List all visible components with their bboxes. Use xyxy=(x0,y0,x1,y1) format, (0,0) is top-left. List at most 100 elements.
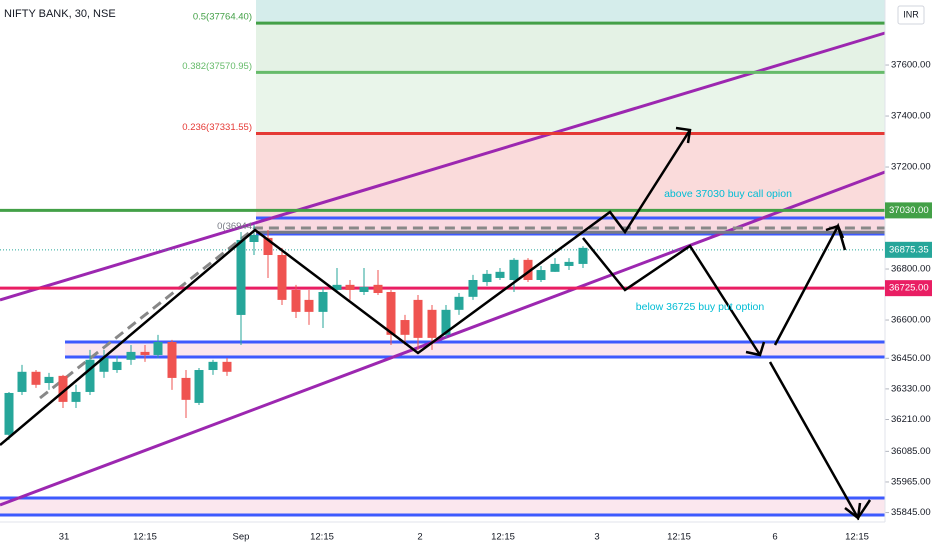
price-tag xyxy=(885,280,932,297)
candle-body xyxy=(413,299,423,338)
candle-body xyxy=(304,299,314,312)
x-tick-label: 12:15 xyxy=(667,532,691,543)
candle-body xyxy=(85,359,95,392)
price-tag xyxy=(885,241,932,258)
candle-body xyxy=(564,261,574,266)
y-tick-label: 36450.00 xyxy=(891,353,931,364)
fib-zone xyxy=(256,72,885,134)
x-tick-label: 31 xyxy=(59,532,70,543)
arrow-head xyxy=(675,126,692,144)
annotation: above 37030 buy call opion xyxy=(664,188,792,200)
y-tick-label: 36085.00 xyxy=(891,446,931,457)
fib-zones xyxy=(256,0,885,233)
price-lines: 0.5(37764.40) 0.382(37570.95) 0.236(37331.… xyxy=(0,12,885,290)
candle-body xyxy=(495,271,505,278)
symbol-title: NIFTY BANK, 30, NSE xyxy=(4,8,116,20)
fib-zone xyxy=(256,133,885,233)
y-tick-label: 36600.00 xyxy=(891,315,931,326)
candle-body xyxy=(71,391,81,402)
currency: INR xyxy=(903,9,919,19)
candle-body xyxy=(140,351,150,355)
arrow-head xyxy=(745,341,766,357)
y-tick-label: 35845.00 xyxy=(891,507,931,518)
candle-body xyxy=(153,341,163,355)
fib-label: 0.382(37570.95) xyxy=(182,61,252,72)
currency-box xyxy=(897,5,925,25)
fib-zone xyxy=(256,23,885,73)
candle-body xyxy=(454,296,464,310)
x-tick-label: Sep xyxy=(233,532,250,543)
candle-body xyxy=(427,309,437,338)
candle-body xyxy=(318,291,328,312)
fib-label: 0(36944 xyxy=(217,221,252,232)
candle-body xyxy=(345,284,355,290)
candle-body xyxy=(291,289,301,312)
candle-body xyxy=(359,286,369,292)
channel-line xyxy=(0,31,886,302)
candle-body xyxy=(400,320,410,335)
x-tick-label: 12:15 xyxy=(310,532,334,543)
axis: 37600.00 37400.00 37200.00 36800.00 36600.00… xyxy=(59,60,932,543)
candle-body xyxy=(441,309,451,335)
arrows xyxy=(0,126,872,521)
zone xyxy=(0,498,885,515)
x-tick-label: 3 xyxy=(594,532,599,543)
candle-body xyxy=(4,392,14,435)
grid xyxy=(885,64,889,514)
candle-body xyxy=(509,259,519,280)
fib-label: 0.236(37331.55) xyxy=(182,122,252,133)
candle-body xyxy=(31,371,41,385)
x-tick-label: 12:15 xyxy=(491,532,515,543)
y-tick-label: 37400.00 xyxy=(891,111,931,122)
price-tag-label: 36725.00 xyxy=(889,283,929,294)
candle-body xyxy=(181,377,191,400)
candle-body xyxy=(126,351,136,360)
candle-body xyxy=(194,370,204,403)
candle-body xyxy=(208,361,218,371)
x-tick-label: 12:15 xyxy=(133,532,157,543)
x-tick-label: 12:15 xyxy=(845,532,869,543)
candle-body xyxy=(112,361,122,371)
y-tick-label: 37200.00 xyxy=(891,162,931,173)
candle-body xyxy=(523,259,533,280)
fib-label: 0.5(37764.40) xyxy=(193,12,252,23)
candles xyxy=(4,224,588,440)
candle-body xyxy=(277,255,287,300)
annotation: below 36725 buy put option xyxy=(636,301,765,313)
candle-body xyxy=(222,361,232,372)
candle-body xyxy=(44,376,54,384)
candle-body xyxy=(58,375,68,402)
y-tick-label: 36330.00 xyxy=(891,383,931,394)
candle-body xyxy=(167,341,177,378)
y-tick-label: 36800.00 xyxy=(891,264,931,275)
fib-zone xyxy=(256,0,885,24)
candle-body xyxy=(578,247,588,264)
dashed-path xyxy=(39,226,885,400)
y-tick-label: 36210.00 xyxy=(891,414,931,425)
candle-body xyxy=(99,358,109,372)
x-tick-label: 2 xyxy=(417,532,422,543)
candle-body xyxy=(373,284,383,294)
arrow-head xyxy=(844,502,862,521)
candle-body xyxy=(386,291,396,335)
zones xyxy=(0,31,886,517)
candle-body xyxy=(468,279,478,297)
arrow-head xyxy=(825,224,845,239)
y-tick-label: 37600.00 xyxy=(891,60,931,71)
price-tag-label: 36875.35 xyxy=(889,244,929,255)
zone xyxy=(65,342,885,357)
candle-body xyxy=(536,270,546,280)
arrow-path xyxy=(0,129,692,446)
candle-body xyxy=(550,263,560,272)
price-tag-label: 37030.00 xyxy=(889,205,929,216)
candle-body xyxy=(332,284,342,290)
candle-body xyxy=(236,239,246,315)
y-tick-label: 35965.00 xyxy=(891,476,931,487)
candle-body xyxy=(482,273,492,283)
price-tag xyxy=(885,202,932,219)
candle-body xyxy=(263,237,273,256)
x-tick-label: 6 xyxy=(772,532,777,543)
candle-body xyxy=(249,234,259,243)
